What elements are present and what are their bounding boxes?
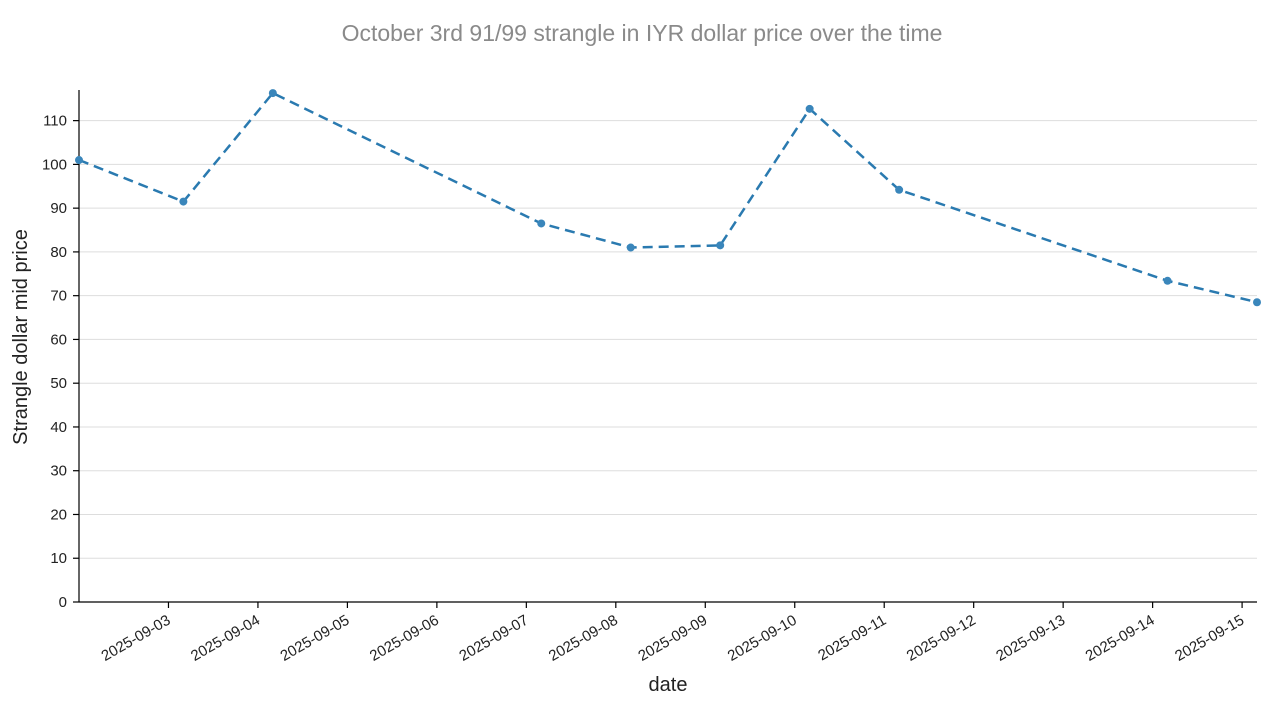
x-tick-label: 2025-09-09 [635,612,710,665]
data-point[interactable] [895,185,904,194]
x-tick-label: 2025-09-14 [1083,612,1158,665]
x-axis-label: date [649,674,688,696]
y-tick-label: 10 [50,550,67,567]
chart-title: October 3rd 91/99 strangle in IYR dollar… [342,20,943,46]
y-tick-label: 70 [50,288,67,305]
data-point[interactable] [626,243,635,252]
data-point[interactable] [537,219,546,228]
x-tick-label: 2025-09-06 [367,612,442,665]
series-line [78,91,1258,304]
data-point[interactable] [1163,276,1172,285]
y-tick-label: 110 [43,113,67,130]
data-point[interactable] [268,89,277,98]
x-tick-label: 2025-09-10 [725,612,800,665]
x-tick-label: 2025-09-12 [904,612,979,665]
data-point[interactable] [179,197,188,206]
y-tick-label: 20 [50,506,67,523]
y-tick-label: 0 [59,594,67,611]
y-axis-ticks: 0 10 20 30 40 50 60 70 80 90 100 110 [42,113,79,611]
data-point[interactable] [716,241,725,250]
x-tick-label: 2025-09-04 [188,612,263,665]
y-tick-label: 40 [50,419,67,436]
x-tick-label: 2025-09-07 [456,612,531,665]
data-point[interactable] [75,156,83,165]
data-point[interactable] [1253,298,1261,307]
data-points [75,89,1261,307]
y-tick-label: 60 [50,331,67,348]
x-tick-label: 2025-09-08 [546,612,621,665]
x-tick-label: 2025-09-15 [1172,612,1247,665]
grid-lines [79,120,1257,559]
y-tick-label: 100 [42,156,67,173]
y-tick-label: 90 [50,200,67,217]
y-tick-label: 80 [50,244,67,261]
x-axis-ticks: 2025-09-03 2025-09-04 2025-09-05 2025-09-06… [99,602,1247,665]
x-tick-label: 2025-09-11 [815,612,889,665]
data-point[interactable] [805,104,814,113]
y-tick-label: 30 [50,463,67,480]
y-axis-label: Strangle dollar mid price [10,229,32,445]
x-tick-label: 2025-09-03 [99,612,174,665]
x-tick-label: 2025-09-13 [993,612,1068,665]
x-tick-label: 2025-09-05 [277,612,352,665]
y-tick-label: 50 [50,375,67,392]
